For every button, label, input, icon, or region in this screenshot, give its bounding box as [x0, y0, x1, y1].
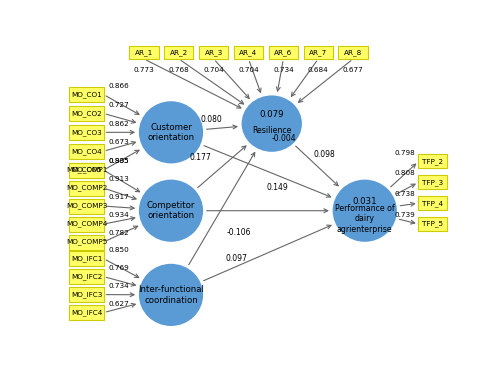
FancyBboxPatch shape: [68, 87, 104, 102]
FancyBboxPatch shape: [68, 199, 104, 214]
FancyBboxPatch shape: [68, 181, 104, 196]
Text: 0.704: 0.704: [238, 67, 259, 74]
Text: 0.913: 0.913: [108, 176, 129, 182]
Text: 0.769: 0.769: [108, 265, 129, 271]
Text: MO_COMP2: MO_COMP2: [66, 185, 107, 192]
Text: 0.738: 0.738: [395, 192, 415, 197]
Text: MO_IFC2: MO_IFC2: [71, 273, 102, 280]
Text: MO_CO1: MO_CO1: [71, 91, 102, 98]
FancyBboxPatch shape: [338, 46, 368, 60]
Text: MO_CO2: MO_CO2: [71, 110, 102, 117]
Text: AR_2: AR_2: [170, 49, 188, 56]
Text: 0.835: 0.835: [108, 158, 129, 164]
Text: MO_CO3: MO_CO3: [71, 129, 102, 136]
Text: 0.177: 0.177: [189, 153, 211, 161]
Text: 0.739: 0.739: [395, 212, 415, 218]
Ellipse shape: [138, 179, 204, 243]
FancyBboxPatch shape: [304, 46, 333, 60]
FancyBboxPatch shape: [129, 46, 158, 60]
Text: MO_COMP5: MO_COMP5: [66, 239, 107, 245]
Text: TFP_5: TFP_5: [422, 221, 443, 227]
Text: 0.773: 0.773: [134, 67, 154, 74]
Text: 0.862: 0.862: [108, 121, 129, 127]
FancyBboxPatch shape: [68, 144, 104, 159]
Text: 0.782: 0.782: [108, 230, 129, 236]
FancyBboxPatch shape: [68, 305, 104, 320]
FancyBboxPatch shape: [68, 269, 104, 284]
Text: MO_COMP1: MO_COMP1: [66, 167, 107, 173]
Text: Resilience: Resilience: [252, 126, 292, 135]
Text: 0.704: 0.704: [203, 67, 224, 74]
Text: Customer
orientation: Customer orientation: [148, 123, 194, 142]
FancyBboxPatch shape: [68, 162, 104, 178]
FancyBboxPatch shape: [164, 46, 194, 60]
Text: 0.798: 0.798: [395, 150, 415, 156]
Ellipse shape: [138, 263, 204, 327]
Text: TFP_2: TFP_2: [422, 158, 443, 165]
FancyBboxPatch shape: [418, 175, 448, 189]
FancyBboxPatch shape: [268, 46, 298, 60]
Text: 0.677: 0.677: [343, 67, 363, 74]
Text: 0.850: 0.850: [108, 247, 129, 253]
FancyBboxPatch shape: [68, 125, 104, 140]
Text: TFP_3: TFP_3: [422, 179, 443, 185]
Text: 0.727: 0.727: [108, 102, 129, 108]
Text: -0.106: -0.106: [226, 228, 251, 237]
FancyBboxPatch shape: [68, 216, 104, 231]
FancyBboxPatch shape: [68, 251, 104, 266]
Text: MO_IFC1: MO_IFC1: [71, 255, 102, 262]
FancyBboxPatch shape: [418, 196, 448, 210]
Text: 0.917: 0.917: [108, 194, 129, 200]
Text: Competitor
orientation: Competitor orientation: [147, 201, 195, 221]
Text: 0.768: 0.768: [168, 67, 189, 74]
FancyBboxPatch shape: [199, 46, 228, 60]
Text: 0.905: 0.905: [108, 158, 129, 164]
FancyBboxPatch shape: [418, 155, 448, 168]
Text: 0.097: 0.097: [226, 254, 248, 263]
Text: TFP_4: TFP_4: [422, 200, 443, 207]
Text: MO_IFC3: MO_IFC3: [71, 291, 102, 298]
FancyBboxPatch shape: [68, 162, 104, 178]
FancyBboxPatch shape: [418, 217, 448, 231]
FancyBboxPatch shape: [68, 287, 104, 302]
Ellipse shape: [241, 95, 303, 153]
Text: 0.031: 0.031: [352, 197, 377, 205]
Text: -0.004: -0.004: [272, 133, 296, 143]
Text: MO_COMP3: MO_COMP3: [66, 203, 107, 210]
Text: 0.866: 0.866: [108, 83, 129, 89]
Text: MO_IFC4: MO_IFC4: [71, 309, 102, 316]
Text: AR_6: AR_6: [274, 49, 292, 56]
Text: Inter-functional
coordination: Inter-functional coordination: [138, 285, 204, 305]
Text: AR_8: AR_8: [344, 49, 362, 56]
Text: MO_CO5: MO_CO5: [71, 167, 102, 173]
Text: AR_1: AR_1: [135, 49, 153, 56]
FancyBboxPatch shape: [68, 234, 104, 250]
Text: MO_CO4: MO_CO4: [71, 148, 102, 155]
Text: 0.627: 0.627: [108, 301, 129, 307]
Ellipse shape: [138, 100, 204, 164]
FancyBboxPatch shape: [68, 106, 104, 121]
Text: Performance of
dairy
agrienterprise: Performance of dairy agrienterprise: [335, 204, 394, 234]
Text: 0.934: 0.934: [108, 212, 129, 218]
Text: MO_COMP4: MO_COMP4: [66, 221, 107, 227]
Text: 0.098: 0.098: [313, 150, 335, 159]
Text: AR_4: AR_4: [240, 49, 258, 56]
Text: 0.080: 0.080: [201, 115, 222, 124]
Text: 0.734: 0.734: [273, 67, 294, 74]
Text: 0.808: 0.808: [395, 170, 415, 176]
Text: 0.684: 0.684: [308, 67, 328, 74]
Ellipse shape: [332, 179, 398, 243]
FancyBboxPatch shape: [234, 46, 263, 60]
Text: 0.079: 0.079: [260, 110, 284, 120]
Text: 0.734: 0.734: [108, 283, 129, 289]
Text: AR_3: AR_3: [204, 49, 223, 56]
Text: AR_7: AR_7: [309, 49, 328, 56]
Text: 0.673: 0.673: [108, 139, 129, 146]
Text: 0.149: 0.149: [266, 183, 288, 192]
